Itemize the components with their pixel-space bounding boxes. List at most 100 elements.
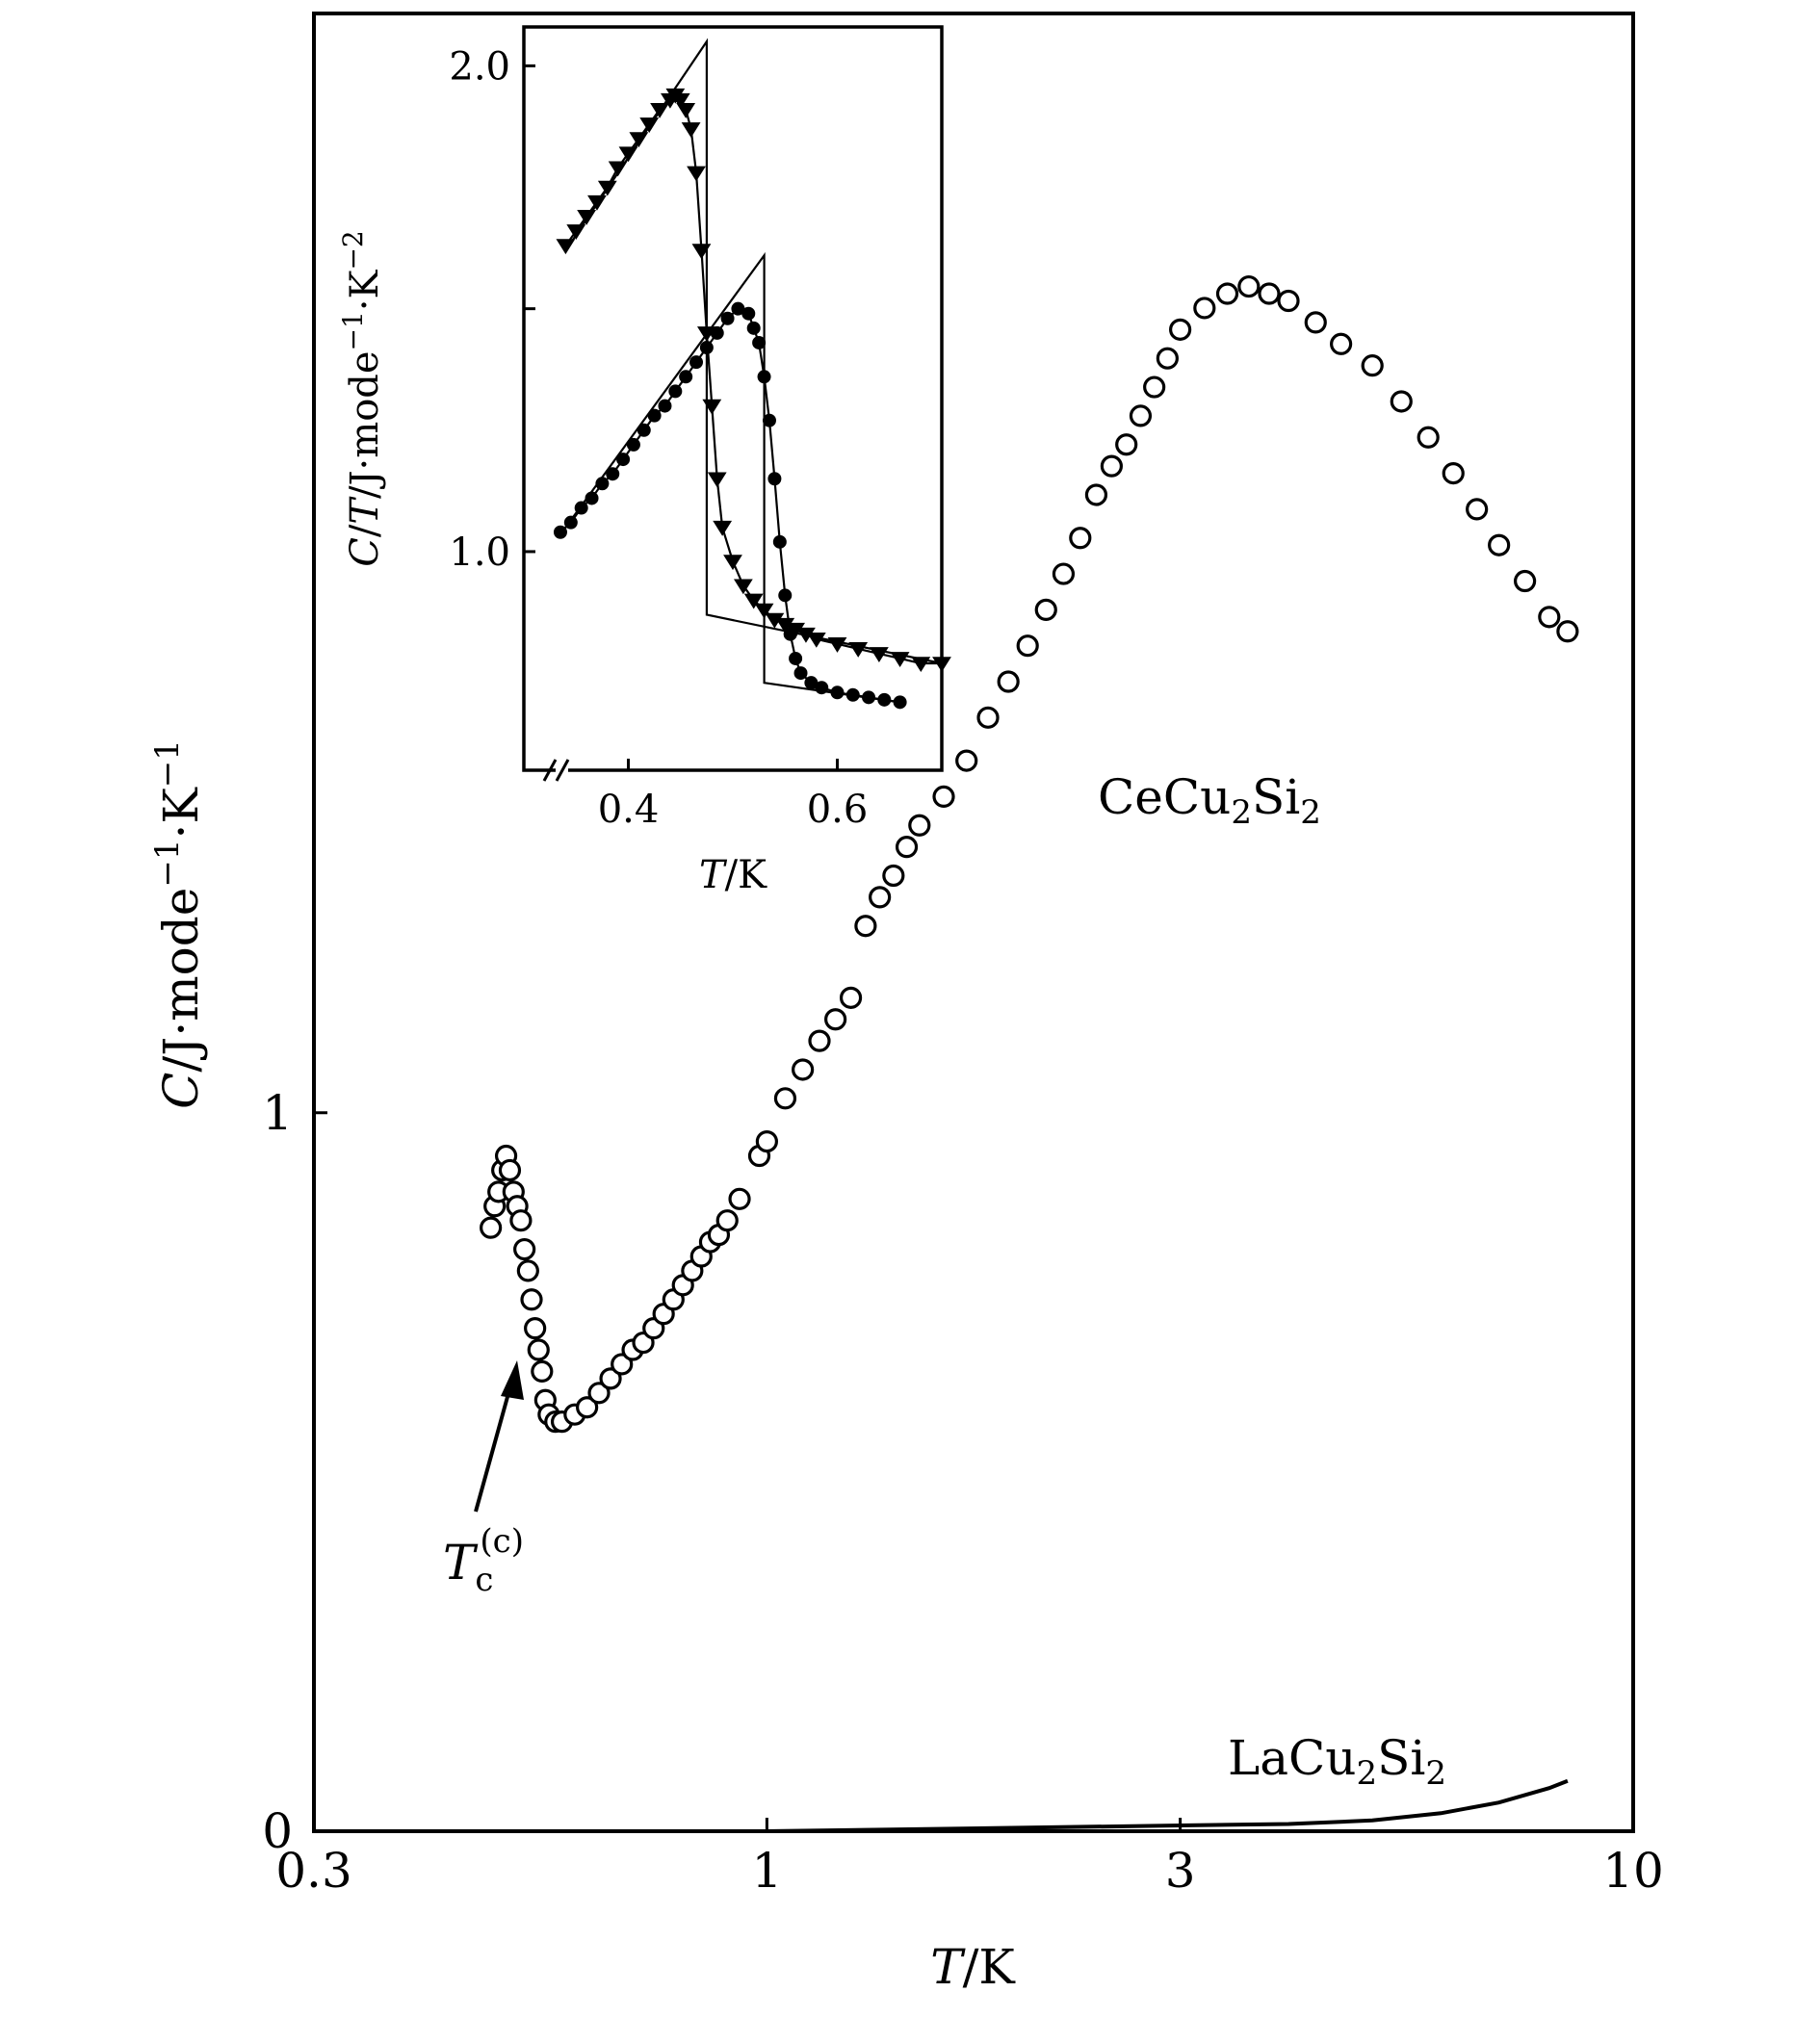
inset-circle-point [668,384,683,399]
inset-triangle-point [597,180,617,196]
cecu2si2-point [516,1259,539,1282]
main-plot: 0.3 1 3 10 0 1 T/K C/J·mode−1·K−1 CeCu2Si2 La… [148,12,1664,1995]
cecu2si2-point [976,706,1000,729]
cecu2si2-point [932,785,955,809]
tc-arrow-head [501,1360,524,1400]
cecu2si2-point [1052,562,1076,585]
inset-triangle-point [639,117,660,133]
inset-triangle-point [618,146,638,163]
inset-y-tick-label: 1.0 [449,530,510,575]
cecu2si2-point [1237,274,1261,298]
cecu2si2-label: CeCu2Si2 [1098,769,1321,832]
inset-circle-point [679,370,693,384]
inset-triangle-point [577,209,597,225]
cecu2si2-point [1330,332,1353,355]
inset-triangle-point [676,102,696,118]
inset-x-axis-title: T/K [699,853,767,897]
cecu2si2-point [1100,454,1123,478]
inset-circle-point [793,666,808,681]
inset-circle-point [574,501,588,515]
cecu2si2-point [908,814,931,837]
main-y-tick-label: 1 [262,1085,293,1141]
inset-triangle-point [696,326,716,342]
main-tick-labels: 0.3 1 3 10 0 1 [262,1085,1664,1899]
inset-triangle-point [670,92,690,109]
cecu2si2-point [839,986,863,1009]
cecu2si2-point [1129,404,1153,427]
inset-triangle-point [687,166,706,182]
cecu2si2-point [824,1008,847,1031]
inset-triangle-point [681,122,701,139]
inset-y-tick-label: 2.0 [449,44,510,89]
cecu2si2-point [498,1158,522,1182]
inset-triangle-point [754,603,774,619]
cecu2si2-point [1442,461,1465,485]
inset-circle-series [553,301,907,710]
inset-frame [522,25,944,772]
cecu2si2-point [1417,426,1440,449]
inset-circle-point [746,321,761,335]
cecu2si2-point [1156,347,1179,370]
inset-circle-point [741,306,756,321]
inset-triangle-point [556,239,576,255]
inset-tick-labels: 0.4 0.6 1.0 2.0 [449,44,868,832]
lacu2si2-series [314,1778,1569,1833]
inset-triangle-point [702,399,722,415]
lacu2si2-label: LaCu2Si2 [1228,1730,1446,1793]
inset-x-tick-label: 0.6 [807,788,869,832]
main-x-axis-title: T/K [930,1939,1016,1995]
inset-circle-point [752,335,767,349]
cecu2si2-point [1258,282,1281,305]
cecu2si2-point [509,1209,533,1232]
cecu2si2-point [599,1367,622,1390]
cecu2si2-point [854,915,877,938]
cecu2si2-point [1277,289,1300,313]
inset-circle-point [606,467,620,481]
inset-circle-point [772,534,787,549]
inset-circle-point [637,423,651,437]
cecu2si2-point [1304,311,1327,334]
main-y-axis-title: C/J·mode−1·K−1 [148,739,209,1109]
inset-triangle-point [629,132,649,148]
main-x-tick-label: 10 [1602,1843,1664,1899]
inset-triangle-point [869,647,889,662]
inset-triangle-point [723,555,742,571]
cecu2si2-point [531,1359,554,1384]
inset-circle-point [830,686,845,700]
cecu2si2-point [587,1382,611,1405]
tc-arrow-shaft [474,1385,512,1513]
inset-circle-point [616,453,631,467]
inset-triangle-point [707,472,727,488]
inset-plot: 0.4 0.6 1.0 2.0 T/K C/T/J·mode−1·K−2 [337,25,951,897]
inset-circle-point [553,525,567,539]
inset-circle-point [689,355,704,370]
inset-background [524,27,942,770]
cecu2si2-point [520,1288,543,1311]
main-x-tick-label: 0.3 [275,1843,352,1899]
cecu2si2-point [480,1216,503,1239]
inset-circle-point [789,651,803,665]
inset-triangle-point [932,657,951,673]
inset-circle-point [877,692,892,707]
cecu2si2-point [869,886,892,909]
inset-triangle-point [733,579,753,595]
tc-label: Tc(c) [443,1522,524,1599]
inset-triangle-point [890,652,910,667]
inset-triangle-point [691,244,712,260]
cecu2si2-point [1466,498,1489,521]
inset-circle-point [563,515,578,530]
inset-circle-point [893,695,907,710]
main-ticks [314,1111,1183,1831]
cecu2si2-point [1115,433,1138,456]
inset-triangle-point [806,632,826,648]
inset-circle-point [815,681,829,695]
cecu2si2-point [513,1237,536,1261]
cecu2si2-point [527,1338,550,1361]
inset-triangle-series [556,88,951,673]
main-plot-frame [312,12,1635,1833]
inset-triangle-point [911,657,931,673]
lacu2si2-line [314,1778,1569,1833]
inset-y-axis-title: C/T/J·mode−1·K−2 [337,230,387,566]
